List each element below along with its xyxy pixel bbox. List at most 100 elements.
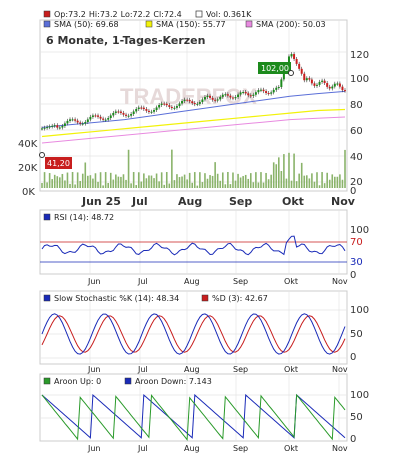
volume-bar: [81, 173, 84, 188]
volume-bar: [132, 172, 135, 188]
candle-body: [338, 83, 341, 87]
volume-bar: [53, 174, 56, 188]
candle-body: [109, 115, 112, 119]
volume-bar: [155, 173, 158, 188]
candle-body: [170, 106, 173, 109]
candle-body: [79, 122, 82, 124]
volume-bar: [56, 176, 59, 188]
price-tick: 100: [350, 74, 369, 85]
candle-body: [142, 107, 145, 110]
volume-bar: [257, 182, 260, 188]
volume-bar: [150, 175, 153, 188]
candle-body: [254, 92, 257, 95]
candle-body: [313, 83, 316, 86]
volume-bar: [293, 153, 295, 188]
candle-body: [104, 119, 107, 121]
candle-body: [214, 99, 217, 101]
volume-bar: [46, 182, 48, 188]
volume-bar: [341, 179, 344, 188]
stoch-k-line: [41, 313, 346, 355]
stoch-d-swatch: [201, 294, 209, 302]
month-label: Okt: [284, 444, 298, 453]
high-marker: [258, 62, 291, 74]
legend-high: Hi:73.2: [89, 10, 118, 19]
volume-bar: [43, 172, 46, 188]
volume-bar: [344, 149, 346, 188]
legend-open: Op:73.2: [54, 10, 86, 19]
volume-bar: [272, 162, 275, 188]
candle-body: [41, 128, 43, 130]
legend-sma200: SMA (200): 50.03: [256, 20, 326, 29]
volume-bar: [328, 179, 331, 188]
month-label: Jun: [87, 365, 101, 374]
candle-body: [226, 94, 229, 96]
high-label: 102,00: [261, 64, 289, 73]
candle-body: [153, 110, 156, 112]
candle-body: [61, 125, 64, 128]
volume-bar: [242, 176, 244, 188]
volume-bar: [280, 171, 283, 188]
candle-body: [150, 111, 153, 113]
low-label: 41,20: [47, 159, 70, 168]
candle-body: [175, 106, 178, 108]
candle-body: [252, 94, 255, 96]
month-label: Nov: [331, 195, 356, 208]
legend-close: Cl:72.4: [153, 10, 181, 19]
volume-bar: [125, 179, 127, 188]
candle-body: [333, 83, 336, 87]
volume-bar: [41, 183, 43, 188]
candle-body: [247, 93, 250, 96]
sma200-swatch: [245, 20, 253, 28]
candle-body: [280, 79, 283, 88]
month-label: Sep: [229, 195, 252, 208]
aroon-down-swatch: [124, 377, 132, 385]
candle-body: [321, 80, 324, 82]
volume-bar: [247, 178, 250, 188]
aroon-up-legend: Aroon Up: 0: [54, 377, 101, 386]
rsi-tick: 0: [350, 270, 356, 281]
candle-body: [183, 99, 186, 102]
candle-body: [203, 97, 206, 100]
volume-tick: 40K: [18, 139, 38, 150]
stoch-tick: 0: [350, 352, 356, 363]
candle-body: [53, 125, 56, 127]
low-marker: [45, 157, 72, 169]
volume-bar: [316, 172, 318, 188]
stoch-tick: 50: [350, 329, 363, 340]
candle-body: [239, 92, 242, 95]
volume-bar: [87, 175, 89, 188]
volume-bar: [109, 172, 112, 188]
candle-body: [315, 84, 318, 86]
candle-body: [323, 80, 326, 84]
stoch-d-line: [41, 315, 346, 353]
candle-body: [310, 79, 313, 84]
volume-bar: [102, 185, 104, 188]
stoch-panel-frame: [39, 290, 348, 365]
candle-body: [231, 97, 234, 99]
volume-bar: [48, 173, 51, 188]
candle-body: [127, 115, 130, 117]
candle-body: [168, 105, 171, 107]
volume-bar: [140, 181, 143, 188]
candle-body: [272, 89, 275, 93]
volume-bar: [336, 176, 339, 188]
candle-body: [282, 71, 285, 80]
month-label: Okt: [284, 277, 298, 286]
month-label: Jul: [137, 444, 148, 453]
volume-bar: [313, 181, 316, 188]
candle-body: [211, 97, 214, 100]
candle-body: [303, 73, 306, 81]
volume-bar: [323, 183, 326, 188]
candle-body: [51, 125, 54, 127]
candle-body: [46, 127, 49, 129]
candle-body: [155, 107, 158, 111]
month-label: Jun: [87, 277, 101, 286]
volume-bar: [239, 177, 242, 188]
candle-body: [234, 97, 237, 99]
volume-bar: [201, 182, 204, 188]
price-tick: 120: [350, 50, 369, 61]
volume-bar: [165, 172, 168, 188]
aroon-x-axis: Jun Jul Aug Sep Okt Nov: [87, 444, 348, 453]
month-label: Sep: [233, 277, 248, 286]
volume-bar: [331, 174, 334, 188]
